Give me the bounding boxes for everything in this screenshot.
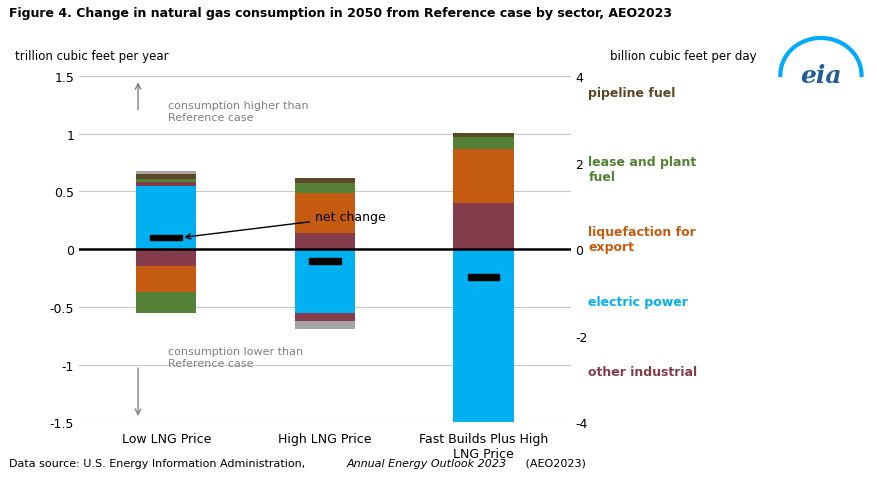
Text: net change: net change: [185, 211, 385, 240]
Bar: [467, 275, 499, 280]
Bar: [136, 250, 196, 267]
Bar: [453, 138, 513, 149]
Text: Annual Energy Outlook 2023: Annual Energy Outlook 2023: [346, 458, 506, 468]
Bar: [136, 171, 196, 175]
Bar: [295, 313, 354, 321]
Bar: [453, 133, 513, 138]
Text: liquefaction for
export: liquefaction for export: [588, 226, 695, 253]
Bar: [295, 233, 354, 250]
Text: (AEO2023): (AEO2023): [522, 458, 586, 468]
Text: Figure 4. Change in natural gas consumption in 2050 from Reference case by secto: Figure 4. Change in natural gas consumpt…: [9, 7, 671, 20]
Text: consumption higher than
Reference case: consumption higher than Reference case: [168, 101, 308, 122]
Bar: [136, 292, 196, 313]
Text: lease and plant
fuel: lease and plant fuel: [588, 156, 695, 184]
Text: pipeline fuel: pipeline fuel: [588, 86, 675, 99]
Bar: [453, 204, 513, 250]
Text: other industrial: other industrial: [588, 365, 696, 378]
Bar: [453, 428, 513, 457]
Bar: [453, 457, 513, 477]
Text: billion cubic feet per day: billion cubic feet per day: [610, 50, 756, 63]
Bar: [295, 184, 354, 193]
Text: electric power: electric power: [588, 295, 688, 308]
Text: eia: eia: [799, 64, 841, 88]
Bar: [295, 321, 354, 329]
Bar: [295, 193, 354, 233]
Bar: [136, 267, 196, 292]
Bar: [136, 183, 196, 186]
Text: trillion cubic feet per year: trillion cubic feet per year: [15, 50, 168, 63]
Bar: [136, 186, 196, 250]
Bar: [453, 149, 513, 204]
Text: Data source: U.S. Energy Information Administration,: Data source: U.S. Energy Information Adm…: [9, 458, 308, 468]
Bar: [309, 258, 340, 264]
Bar: [295, 250, 354, 313]
Bar: [453, 250, 513, 428]
Bar: [136, 175, 196, 180]
Bar: [295, 178, 354, 184]
Text: consumption lower than
Reference case: consumption lower than Reference case: [168, 347, 303, 368]
Bar: [150, 235, 182, 241]
Bar: [136, 180, 196, 183]
